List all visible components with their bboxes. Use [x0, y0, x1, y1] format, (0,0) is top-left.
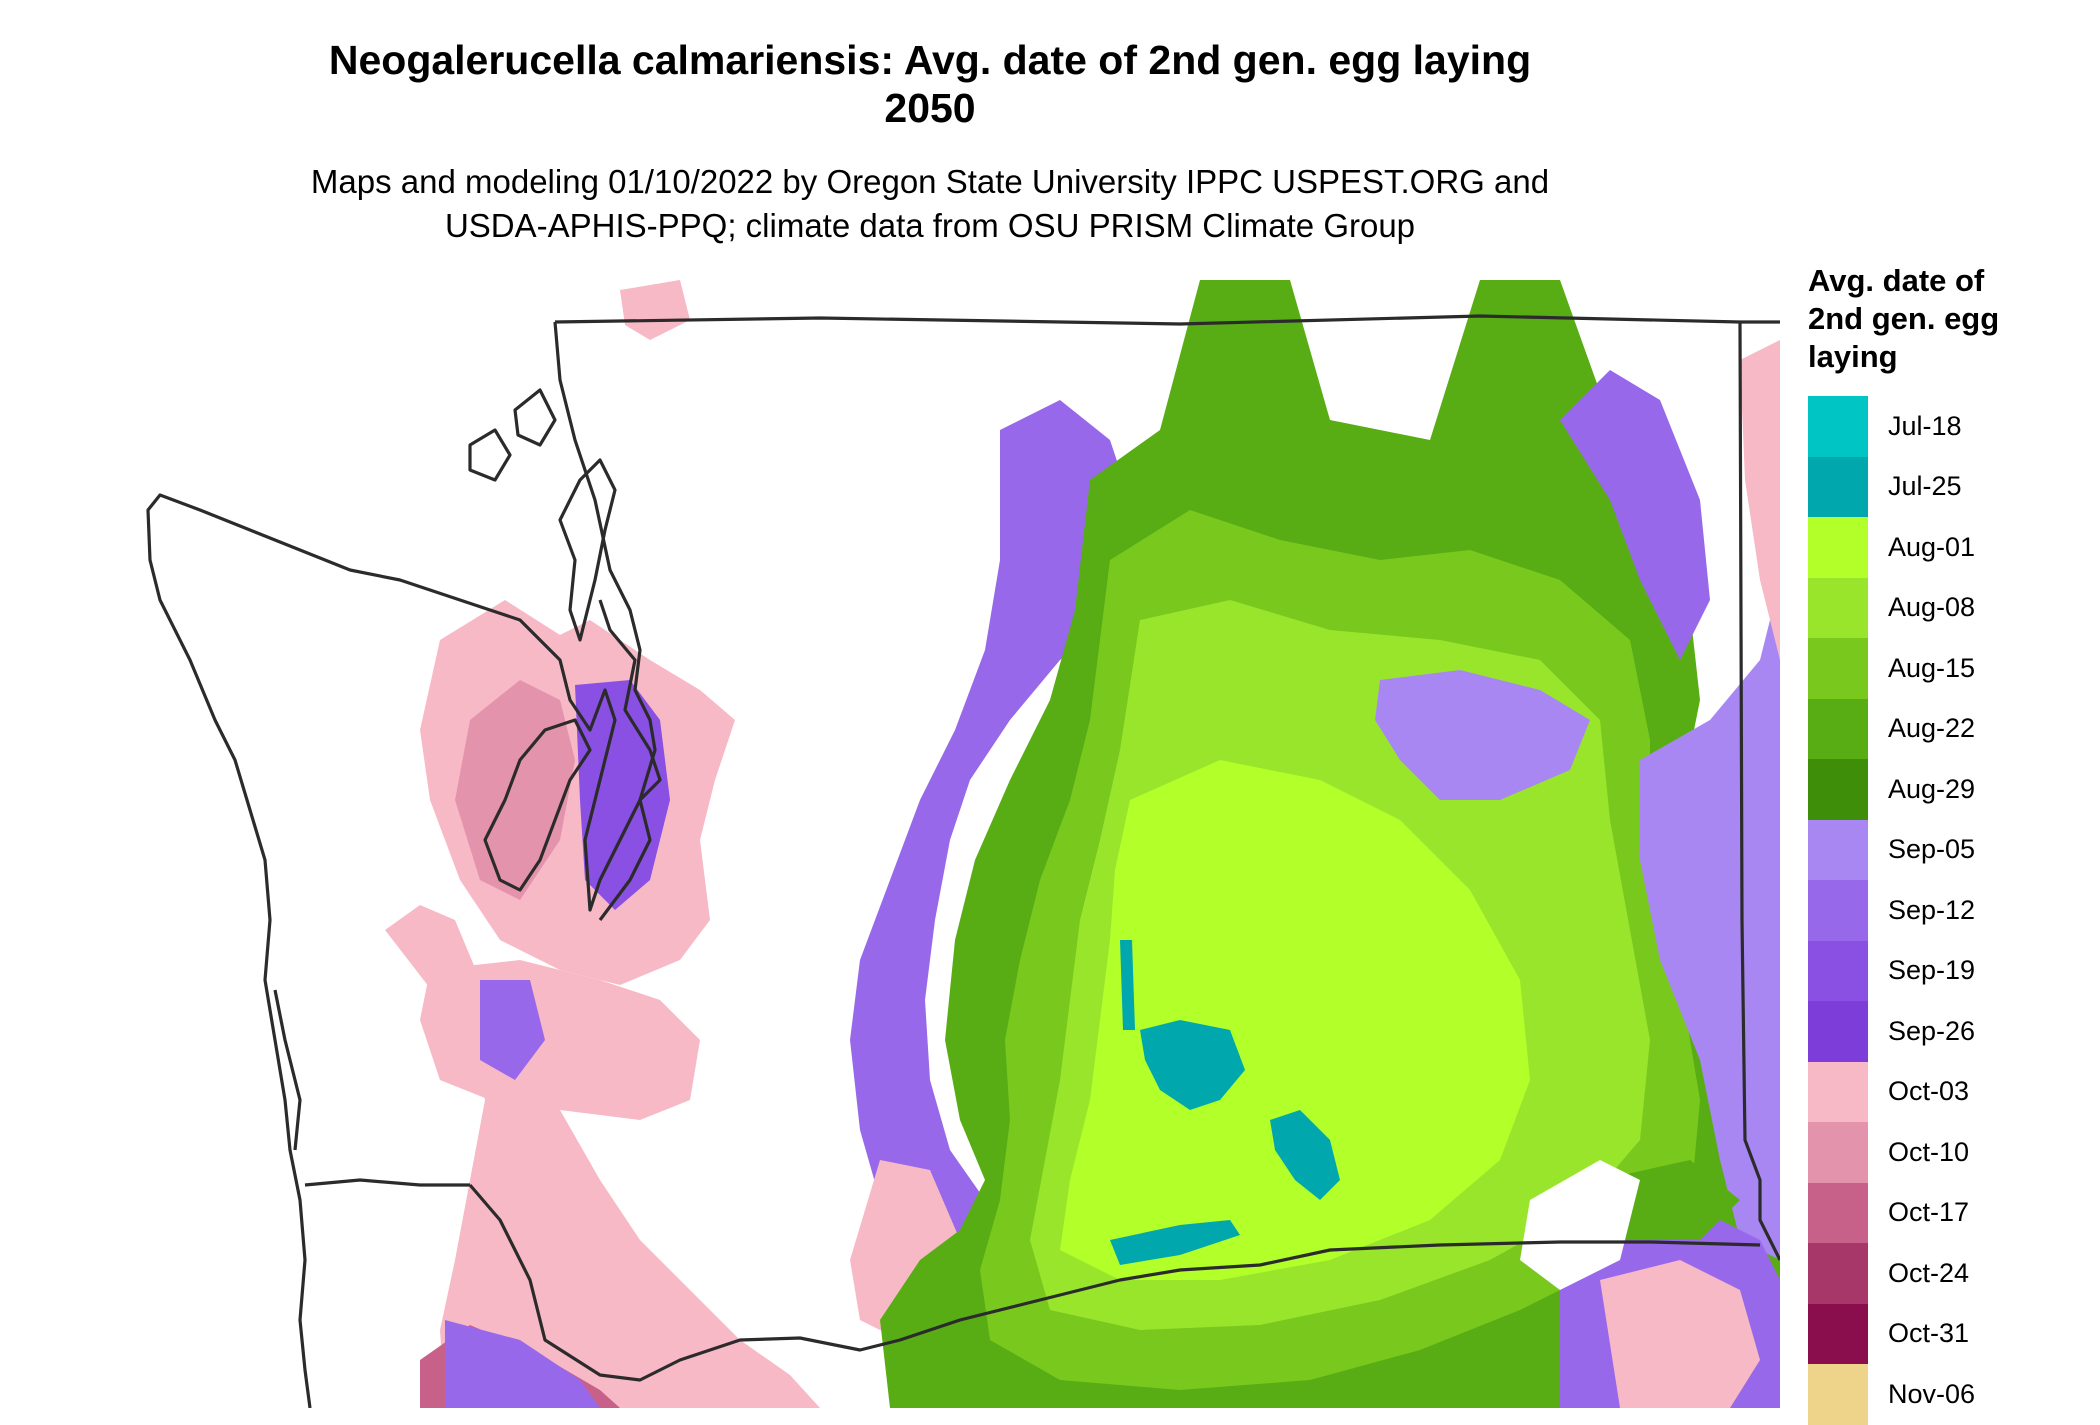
map-subtitle-line-1: Maps and modeling 01/10/2022 by Oregon S… [310, 163, 1550, 200]
coastline-whidbey [558, 458, 617, 642]
legend-item: Jul-18 [1808, 396, 2100, 457]
legend-swatch [1808, 1243, 1868, 1304]
region-basin-bright-green [1060, 760, 1530, 1280]
map-title: Neogalerucella calmariensis: Avg. date o… [0, 36, 1860, 132]
legend-swatch [1808, 1122, 1868, 1183]
legend: Avg. date of 2nd gen. egg laying Jul-18 J… [1808, 262, 2100, 1425]
region-teal-patch-1 [1140, 1020, 1245, 1110]
border-oregon [468, 1183, 1761, 1382]
legend-item: Aug-22 [1808, 698, 2100, 759]
legend-item: Aug-29 [1808, 759, 2100, 820]
legend-label: Oct-17 [1888, 1197, 1970, 1228]
legend-label: Aug-29 [1888, 773, 1976, 804]
legend-label: Oct-03 [1888, 1076, 1970, 1107]
legend-item: Sep-05 [1808, 819, 2100, 880]
legend-swatch [1808, 396, 1868, 457]
map-title-line-1: Neogalerucella calmariensis: Avg. date o… [328, 37, 1532, 83]
legend-label: Sep-05 [1888, 834, 1976, 865]
legend-swatch [1808, 1182, 1868, 1243]
map-subtitle-line-2: USDA-APHIS-PPQ; climate data from OSU PR… [444, 207, 1416, 244]
legend-items: Jul-18 Jul-25 Aug-01 Aug-08 Aug-15 Aug-22 Aug-… [1808, 396, 2100, 1425]
legend-item: Oct-17 [1808, 1182, 2100, 1243]
legend-label: Sep-19 [1888, 955, 1976, 986]
region-south-sound-pink [420, 960, 700, 1120]
coastline-olympic [146, 321, 657, 1408]
legend-item: Oct-03 [1808, 1061, 2100, 1122]
coastline-hood-canal [483, 718, 592, 892]
legend-label: Jul-25 [1888, 471, 1962, 502]
region-teal-patch-2 [1270, 1110, 1340, 1200]
legend-item: Oct-10 [1808, 1122, 2100, 1183]
legend-item: Sep-12 [1808, 880, 2100, 941]
legend-swatch [1808, 759, 1868, 820]
legend-title-line-1: Avg. date of [1808, 263, 1985, 298]
legend-label: Oct-24 [1888, 1257, 1970, 1288]
coastline-san-juan-1 [468, 428, 512, 482]
legend-swatch [1808, 577, 1868, 638]
legend-swatch [1808, 940, 1868, 1001]
legend-item: Oct-24 [1808, 1243, 2100, 1304]
border-canada [554, 314, 1780, 326]
legend-label: Aug-22 [1888, 713, 1976, 744]
coastline-willapa [273, 989, 302, 1151]
legend-swatch [1808, 1001, 1868, 1062]
border-idaho [1738, 321, 1780, 1261]
legend-swatch [1808, 1061, 1868, 1122]
region-basin-purple-hills [1375, 670, 1590, 800]
legend-item: Aug-15 [1808, 638, 2100, 699]
region-west-purple-south [445, 1320, 600, 1408]
legend-item: Sep-19 [1808, 940, 2100, 1001]
legend-title: Avg. date of 2nd gen. egg laying [1808, 262, 2100, 376]
legend-label: Aug-08 [1888, 592, 1976, 623]
legend-swatch [1808, 456, 1868, 517]
legend-swatch [1808, 517, 1868, 578]
legend-item: Jul-25 [1808, 456, 2100, 517]
region-puget-purple [575, 680, 670, 910]
legend-item: Nov-06 [1808, 1364, 2100, 1425]
region-teal-patch-3 [1110, 1220, 1240, 1265]
legend-swatch [1808, 819, 1868, 880]
legend-label: Jul-18 [1888, 410, 1962, 441]
region-east-pink-band [1740, 340, 1780, 660]
region-southeast-white [1520, 1160, 1640, 1290]
legend-label: Aug-15 [1888, 652, 1976, 683]
legend-item: Oct-31 [1808, 1303, 2100, 1364]
region-south-sound-purple [480, 980, 545, 1080]
region-northeast-purple [1560, 370, 1710, 660]
legend-item: Aug-01 [1808, 517, 2100, 578]
coastline-puget-inner [598, 599, 662, 921]
legend-swatch [1808, 1364, 1868, 1425]
legend-swatch [1808, 1303, 1868, 1364]
legend-label: Sep-26 [1888, 1015, 1976, 1046]
legend-label: Oct-31 [1888, 1318, 1970, 1349]
legend-label: Sep-12 [1888, 894, 1976, 925]
legend-title-line-3: laying [1808, 339, 1898, 374]
coastline-san-juan-2 [513, 388, 557, 447]
map-title-line-2: 2050 [884, 85, 976, 131]
legend-item: Sep-26 [1808, 1001, 2100, 1062]
raster-map [146, 280, 1780, 1408]
legend-label: Aug-01 [1888, 531, 1976, 562]
region-cascade-purple-band [850, 400, 1140, 1260]
region-teal-strip [1120, 940, 1135, 1030]
map-subtitle: Maps and modeling 01/10/2022 by Oregon S… [0, 160, 1860, 248]
map-area [0, 280, 1780, 1408]
region-pink-north-strip [620, 280, 690, 340]
legend-swatch [1808, 698, 1868, 759]
legend-item: Aug-08 [1808, 577, 2100, 638]
legend-swatch [1808, 880, 1868, 941]
legend-title-line-2: 2nd gen. egg [1808, 301, 2000, 336]
coastline-columbia-mouth [304, 1178, 470, 1187]
legend-swatch [1808, 638, 1868, 699]
region-southeast-pink [1600, 1260, 1760, 1408]
legend-label: Oct-10 [1888, 1136, 1970, 1167]
legend-label: Nov-06 [1888, 1378, 1976, 1409]
